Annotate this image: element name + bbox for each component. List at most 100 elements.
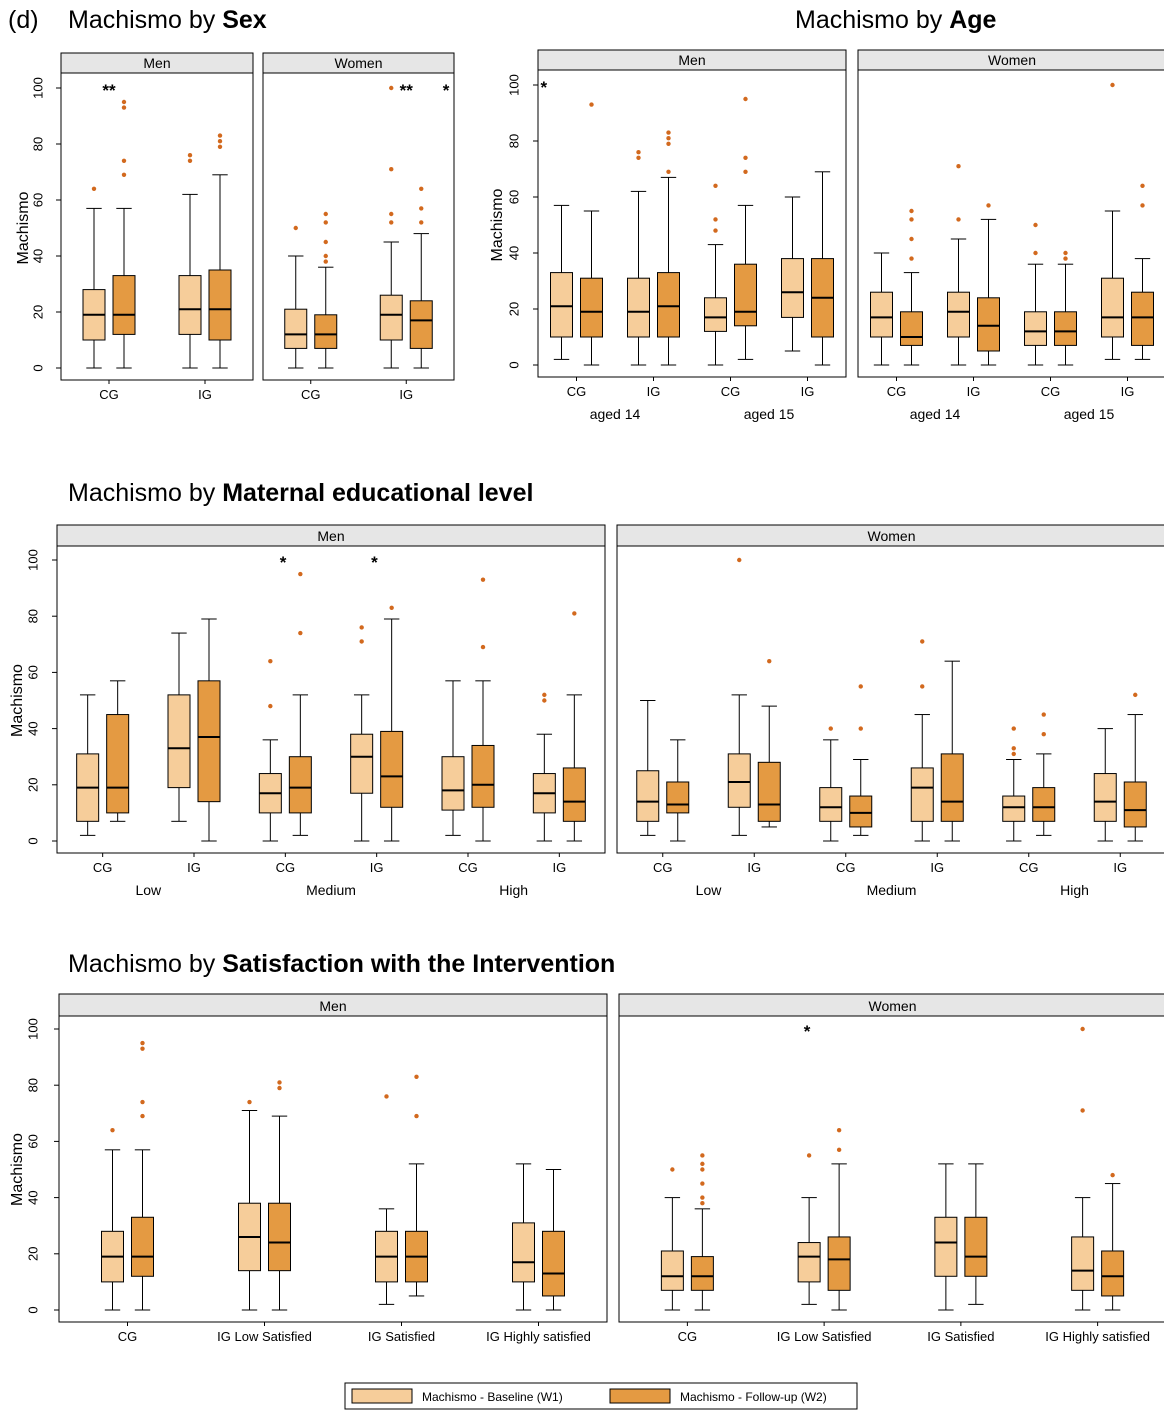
- outlier-point: [828, 726, 833, 731]
- box-w2: [288, 571, 312, 836]
- x-tick-label: IG: [1113, 860, 1127, 875]
- box-w1: [1024, 222, 1047, 366]
- x-tick-label: IG Low Satisfied: [217, 1329, 312, 1344]
- box-w1: [1071, 1026, 1095, 1311]
- outlier-point: [298, 571, 303, 577]
- legend-swatch-followup: [609, 1388, 671, 1404]
- group-label: Low: [696, 882, 723, 898]
- box-iqr: [1101, 277, 1124, 338]
- outlier-point: [1033, 222, 1038, 228]
- box-w2: [580, 102, 603, 366]
- y-axis-label: Machismo: [15, 191, 32, 264]
- chart-1: Machismo by Sex Machismo Men 0 20 40 60 80 100 CG…: [15, 6, 455, 402]
- box-iqr: [627, 277, 650, 338]
- panel-women: Women CG IG CG IG aged 14 aged 15: [857, 49, 1164, 422]
- box-iqr: [1024, 311, 1047, 346]
- outlier-point: [1080, 1108, 1085, 1113]
- group-label: aged 14: [910, 406, 961, 422]
- box-iqr: [562, 767, 586, 822]
- x-tick-label: IG Highly satisfied: [486, 1329, 591, 1344]
- significance-marker: **: [400, 81, 414, 100]
- box-iqr: [471, 744, 495, 808]
- box-iqr: [1131, 291, 1154, 346]
- box-w1: [258, 658, 282, 842]
- x-tick-label: CG: [1041, 384, 1061, 399]
- outlier-point: [359, 625, 364, 630]
- box-w2: [1101, 1172, 1125, 1311]
- box-w1: [947, 164, 970, 366]
- box-iqr: [940, 753, 964, 822]
- outlier-point: [110, 1127, 115, 1133]
- box-iqr: [178, 275, 202, 335]
- y-tick-label: 60: [31, 193, 46, 207]
- group-label: High: [1060, 882, 1089, 898]
- chart-title-prefix: Machismo by: [68, 950, 222, 978]
- outlier-point: [384, 1094, 389, 1099]
- outlier-point: [636, 150, 641, 155]
- outlier-point: [323, 220, 328, 225]
- outlier-point: [268, 658, 273, 664]
- y-tick-label: 100: [26, 1018, 41, 1040]
- strip-label: Men: [319, 998, 346, 1014]
- box-iqr: [934, 1216, 958, 1277]
- y-tick-label: 0: [31, 364, 46, 371]
- outlier-point: [836, 1127, 842, 1133]
- y-tick-label: 60: [507, 190, 522, 204]
- box-iqr: [1093, 773, 1117, 822]
- outlier-point: [1011, 746, 1016, 751]
- chart-title: Machismo by Maternal educational level: [68, 479, 533, 507]
- outlier-point: [323, 239, 328, 245]
- box-w1: [727, 557, 751, 836]
- outlier-point: [542, 692, 547, 698]
- box-iqr: [1054, 311, 1077, 346]
- box-w1: [379, 85, 403, 369]
- plot-frame: [616, 545, 1164, 854]
- box-w2: [197, 618, 221, 842]
- y-tick-label: 0: [26, 1306, 41, 1313]
- box-iqr: [704, 297, 727, 332]
- box-w2: [314, 211, 338, 369]
- outlier-point: [140, 1046, 145, 1051]
- box-w2: [112, 99, 136, 369]
- y-tick-label: 40: [31, 249, 46, 263]
- outlier-point: [666, 136, 671, 141]
- box-iqr: [167, 694, 191, 789]
- box-w1: [1101, 82, 1124, 360]
- box-iqr: [660, 1250, 684, 1291]
- outlier-point: [666, 169, 671, 174]
- outlier-point: [1110, 1172, 1115, 1178]
- box-w2: [1032, 712, 1056, 836]
- outlier-point: [389, 167, 394, 172]
- box-iqr: [690, 1256, 714, 1291]
- box-iqr: [512, 1222, 535, 1283]
- outlier-point: [700, 1181, 705, 1186]
- y-axis-label: Machismo: [9, 1133, 26, 1206]
- outlier-point: [743, 169, 748, 174]
- outlier-point: [1133, 692, 1138, 698]
- group-label: Low: [135, 882, 162, 898]
- outlier-point: [293, 225, 298, 231]
- x-tick-label: IG: [967, 384, 981, 399]
- box-iqr: [910, 767, 934, 822]
- legend-label-baseline: Machismo - Baseline (W1): [422, 1390, 563, 1404]
- box-w2: [900, 208, 923, 366]
- box-iqr: [757, 761, 781, 822]
- x-tick-label: IG: [647, 384, 661, 399]
- strip-label: Men: [143, 55, 170, 71]
- outlier-point: [1041, 732, 1046, 737]
- box-w2: [380, 605, 404, 842]
- significance-marker: *: [540, 78, 547, 97]
- outlier-point: [247, 1099, 252, 1105]
- legend-frame: [344, 1382, 858, 1410]
- strip-label: Women: [868, 528, 916, 544]
- box-iqr: [727, 753, 751, 808]
- legend: Machismo - Baseline (W1) Machismo - Foll…: [344, 1382, 858, 1410]
- outlier-point: [1011, 726, 1016, 731]
- outlier-point: [713, 183, 718, 188]
- box-w1: [660, 1167, 684, 1311]
- outlier-point: [743, 96, 748, 102]
- plot-frame: [857, 69, 1164, 378]
- outlier-point: [323, 211, 328, 217]
- box-iqr: [819, 787, 843, 822]
